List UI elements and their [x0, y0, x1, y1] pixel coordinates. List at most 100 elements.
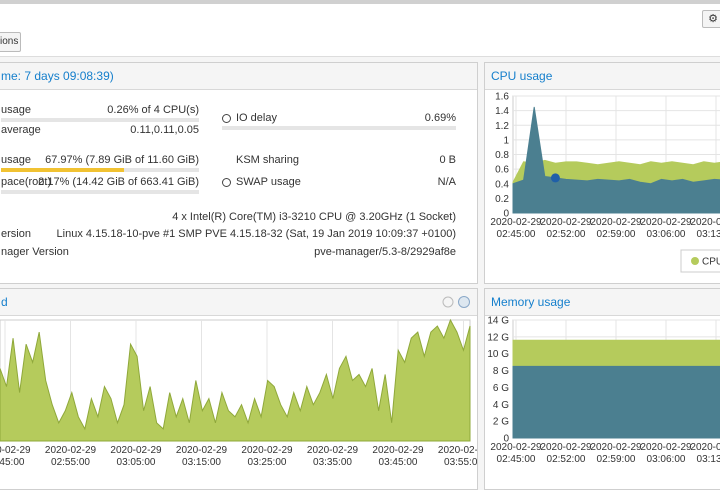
x-tick-time: 03:13:00: [697, 229, 720, 240]
y-tick-label: 12 G: [487, 332, 509, 343]
x-tick-date: 2020-02-29: [690, 217, 720, 228]
x-tick-date: 2020-02-29: [490, 442, 542, 453]
x-tick-time: 02:59:00: [597, 454, 636, 465]
row-value: Linux 4.15.18-10-pve #1 SMP PVE 4.15.18-…: [56, 228, 456, 240]
legend-box: [680, 249, 720, 273]
memory-chart: 02 G4 G6 G8 G10 G12 G14 G2020-02-2902:45…: [487, 316, 720, 465]
progress-bar: [222, 126, 456, 130]
y-tick-label: 0.8: [495, 150, 509, 161]
row-label: SWAP usage: [236, 176, 301, 188]
x-tick-time: 03:25:00: [248, 457, 287, 468]
x-tick-date: 2020-02-29: [307, 445, 359, 456]
x-tick-time: 02:45:00: [497, 229, 536, 240]
x-tick-date: 2020-02-29: [241, 445, 293, 456]
row-value: 2.17% (14.42 GiB of 663.41 GiB): [38, 176, 199, 188]
area: [512, 365, 720, 439]
x-tick-time: 03:05:00: [117, 457, 156, 468]
y-tick-label: 1.6: [495, 92, 509, 103]
legend-label: CPU: [702, 257, 720, 268]
x-tick-date: 2020-02-29: [640, 442, 692, 453]
area: [512, 106, 720, 214]
x-tick-time: 02:59:00: [597, 229, 636, 240]
x-tick-date: 2020-02-29: [540, 442, 592, 453]
row-value: 0.69%: [424, 112, 456, 124]
row-icon: [222, 114, 231, 123]
x-tick-time: 03:15:00: [182, 457, 221, 468]
row-label: nager Version: [1, 246, 69, 258]
x-tick-date: 2020-02-29: [590, 217, 642, 228]
hover-marker: [550, 173, 560, 183]
row-label: KSM sharing: [236, 154, 299, 166]
y-tick-label: 4 G: [493, 400, 509, 411]
panel-tools: [442, 296, 470, 308]
x-tick-date: 2020-02-29: [490, 217, 542, 228]
row-label: IO delay: [236, 112, 277, 124]
y-tick-label: 8 G: [493, 366, 509, 377]
progress-fill: [1, 168, 124, 172]
row-value: N/A: [437, 176, 456, 188]
row-value: 4 x Intel(R) Core(TM) i3-3210 CPU @ 3.20…: [172, 211, 456, 223]
x-tick-time: 02:55:00: [51, 457, 90, 468]
row-value: 0.11,0.11,0.05: [130, 124, 199, 136]
y-tick-label: 0.2: [495, 194, 509, 205]
y-tick-label: 14 G: [487, 316, 509, 327]
legend-swatch: [691, 257, 699, 265]
y-tick-label: 0: [503, 209, 509, 220]
status-panel: me: 7 days 09:08:39) usage 0.26% of 4 CPU…: [0, 62, 478, 284]
row-label: pace(root): [1, 176, 52, 188]
network-panel: d 2020-02-2902:45:002020-02-2902:55:0020…: [0, 288, 478, 490]
x-tick-date: 2020-02-29: [438, 445, 477, 456]
y-tick-label: 0.4: [495, 179, 509, 190]
x-tick-time: 03:13:00: [697, 454, 720, 465]
x-tick-time: 02:52:00: [547, 229, 586, 240]
options-button[interactable]: ions: [0, 32, 21, 52]
row-label: usage: [1, 154, 31, 166]
panel-title: d: [0, 289, 477, 316]
x-tick-time: 03:06:00: [647, 454, 686, 465]
x-tick-date: 2020-02-29: [690, 442, 720, 453]
network-chart: 2020-02-2902:45:002020-02-2902:55:002020…: [0, 318, 477, 468]
cpu-chart: 00.20.40.60.811.21.41.62020-02-2902:45:0…: [490, 92, 720, 273]
panel-title: CPU usage: [485, 63, 720, 90]
progress-bar: [1, 118, 199, 122]
row-label: ersion: [1, 228, 31, 240]
x-tick-date: 2020-02-29: [110, 445, 162, 456]
x-tick-time: 02:45:00: [0, 457, 25, 468]
toolbar: ⚙ ions: [0, 4, 720, 57]
undo-icon[interactable]: [442, 296, 454, 308]
y-tick-label: 10 G: [487, 349, 509, 360]
row-label: average: [1, 124, 41, 136]
refresh-icon[interactable]: [458, 296, 470, 308]
x-tick-date: 2020-02-29: [640, 217, 692, 228]
area: [0, 318, 471, 442]
x-tick-date: 2020-02-29: [590, 442, 642, 453]
x-tick-date: 2020-02-29: [372, 445, 424, 456]
x-tick-time: 03:35:00: [313, 457, 352, 468]
y-tick-label: 1: [503, 135, 509, 146]
x-tick-time: 02:45:00: [497, 454, 536, 465]
row-value: pve-manager/5.3-8/2929af8e: [314, 246, 456, 258]
x-tick-time: 03:06:00: [647, 229, 686, 240]
progress-bar: [1, 190, 199, 194]
row-icon: [222, 178, 231, 187]
row-label: usage: [1, 104, 31, 116]
y-tick-label: 0: [503, 434, 509, 445]
panel-title: me: 7 days 09:08:39): [0, 63, 477, 90]
gear-button[interactable]: ⚙: [702, 10, 720, 28]
x-tick-time: 03:45:00: [379, 457, 418, 468]
x-tick-date: 2020-02-29: [176, 445, 228, 456]
top-bar: [0, 0, 720, 4]
memory-panel: Memory usage 0 2 G 4 G 6 G 8 G 10 G 12 G 14 G 20…: [484, 288, 720, 490]
y-tick-label: 2 G: [493, 417, 509, 428]
row-value: 0.26% of 4 CPU(s): [107, 104, 199, 116]
y-tick-label: 1.2: [495, 121, 509, 132]
row-value: 67.97% (7.89 GiB of 11.60 GiB): [45, 154, 199, 166]
y-tick-label: 0.6: [495, 165, 509, 176]
x-tick-date: 2020-02-29: [540, 217, 592, 228]
x-tick-time: 02:52:00: [547, 454, 586, 465]
x-tick-date: 2020-02-29: [45, 445, 97, 456]
x-tick-date: 2020-02-29: [0, 445, 31, 456]
y-tick-label: 1.4: [495, 106, 509, 117]
panel-title: Memory usage: [485, 289, 720, 316]
